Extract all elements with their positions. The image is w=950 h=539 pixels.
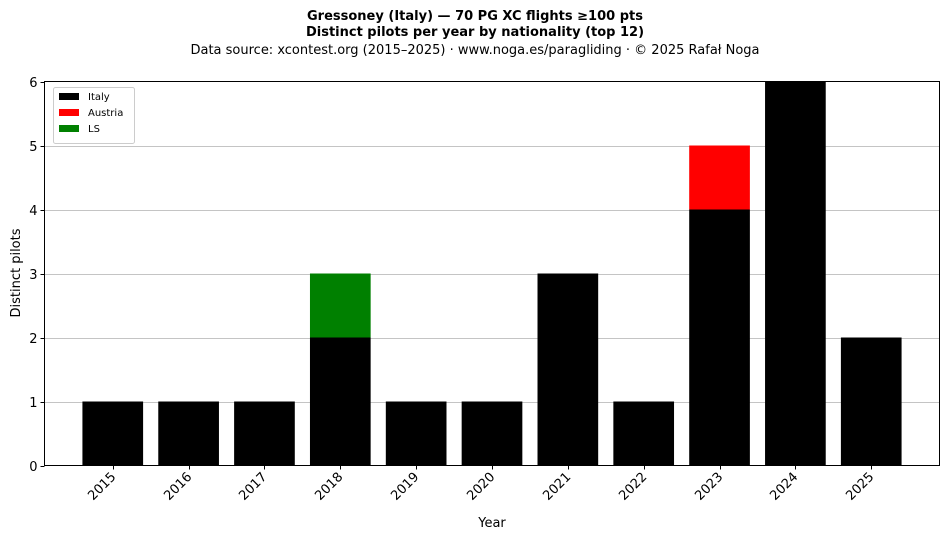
bar-2024-italy [765, 81, 826, 466]
bar-2020-italy [461, 401, 523, 466]
bar-2015-italy [82, 401, 144, 466]
x-tick-label-2025: 2025 [843, 470, 877, 504]
y-axis: 0 1 2 3 4 5 6 [29, 76, 45, 475]
x-tick-label-2022: 2022 [616, 470, 650, 504]
y-axis-label: Distinct pilots [9, 228, 24, 317]
x-tick-label-2020: 2020 [464, 470, 498, 504]
x-tick-label-2024: 2024 [767, 470, 801, 504]
x-tick-label-2016: 2016 [161, 470, 195, 504]
legend-label-ls: LS [88, 124, 100, 135]
bar-2016-italy [158, 401, 219, 466]
x-axis-label: Year [477, 516, 506, 531]
y-tick-label-5: 5 [29, 140, 37, 155]
bar-2025-italy [840, 337, 902, 466]
legend-label-italy: Italy [88, 92, 110, 103]
bar-2019-italy [385, 401, 447, 466]
y-tick-label-3: 3 [29, 268, 37, 283]
bar-2018-ls [309, 273, 371, 338]
y-tick-label-0: 0 [29, 460, 37, 475]
bar-2021-italy [537, 273, 599, 466]
legend-swatch-austria [59, 109, 79, 116]
legend: Italy Austria LS [53, 87, 135, 144]
bars [82, 81, 902, 466]
chart-title-line-1: Gressoney (Italy) — 70 PG XC flights ≥10… [307, 9, 643, 24]
x-axis: 2015 2016 2017 2018 2019 2020 2021 2022 2023 2024… [85, 465, 877, 504]
x-tick-label-2019: 2019 [388, 470, 422, 504]
legend-label-austria: Austria [88, 108, 123, 119]
legend-swatch-ls [59, 125, 79, 132]
chart-subtitle: Data source: xcontest.org (2015–2025) · … [190, 43, 760, 58]
legend-swatch-italy [59, 93, 79, 100]
y-tick-label-4: 4 [29, 204, 37, 219]
x-tick-label-2018: 2018 [312, 470, 346, 504]
y-tick-label-2: 2 [29, 332, 37, 347]
x-tick-label-2021: 2021 [540, 470, 574, 504]
bar-2023-austria [689, 145, 750, 210]
x-tick-label-2023: 2023 [692, 470, 726, 504]
chart-title-line-2: Distinct pilots per year by nationality … [305, 25, 645, 40]
bar-2022-italy [613, 401, 675, 466]
bar-2017-italy [234, 401, 295, 466]
bar-2018-italy [309, 337, 371, 466]
y-tick-label-6: 6 [29, 76, 37, 91]
y-tick-label-1: 1 [29, 396, 37, 411]
x-tick-label-2015: 2015 [85, 470, 119, 504]
x-tick-label-2017: 2017 [236, 470, 270, 504]
bar-2023-italy [689, 209, 750, 466]
